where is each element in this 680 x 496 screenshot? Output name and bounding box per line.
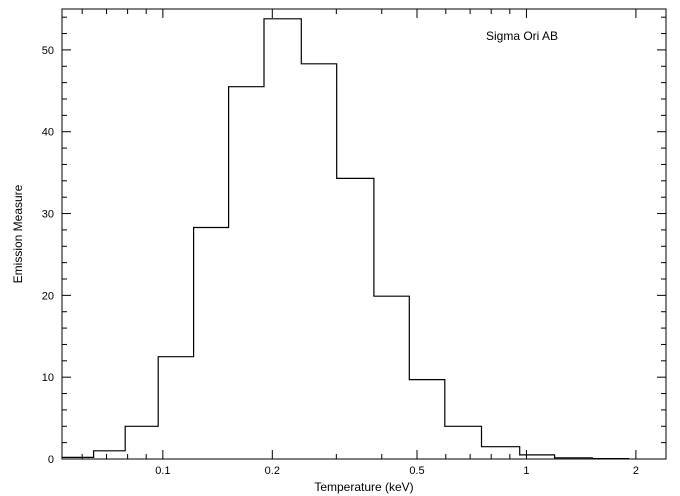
axis-ticks <box>62 9 666 460</box>
y-axis-title: Emission Measure <box>11 184 25 283</box>
x-tick-label: 0.2 <box>265 465 280 477</box>
series-step-line <box>62 18 630 460</box>
y-tick-label: 30 <box>42 209 54 221</box>
x-tick-label: 2 <box>633 465 639 477</box>
y-tick-label: 0 <box>48 454 54 466</box>
x-tick-label: 0.5 <box>409 465 424 477</box>
x-tick-label: 0.1 <box>155 465 170 477</box>
y-tick-label: 20 <box>42 290 54 302</box>
x-tick-labels: 0.1 0.2 0.5 1 2 <box>155 465 639 477</box>
annotation-label: Sigma Ori AB <box>486 29 558 43</box>
x-axis-title: Temperature (keV) <box>314 480 413 494</box>
x-tick-label: 1 <box>523 465 529 477</box>
y-tick-label: 40 <box>42 127 54 139</box>
y-tick-label: 10 <box>42 372 54 384</box>
y-tick-label: 50 <box>42 45 54 57</box>
y-tick-labels: 0 10 20 30 40 50 <box>42 45 54 466</box>
plot-frame <box>61 8 667 460</box>
